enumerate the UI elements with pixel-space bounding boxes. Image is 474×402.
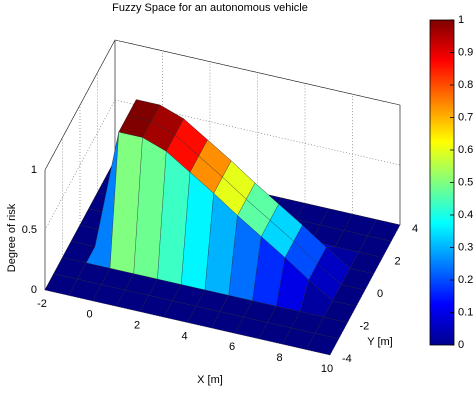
x-tick-label: -2 [37, 298, 47, 310]
colorbar-tick-label: 0.5 [458, 176, 473, 188]
z-tick-label: 0.5 [22, 224, 37, 236]
colorbar-tick-label: 0 [458, 339, 464, 351]
colorbar-tick-label: 0.7 [458, 111, 473, 123]
y-tick-label: 4 [412, 223, 418, 235]
colorbar-tick-label: 0.9 [458, 46, 473, 58]
y-tick-label: -4 [342, 353, 352, 365]
x-tick-label: 4 [181, 330, 187, 342]
colorbar-tick-label: 0.6 [458, 144, 473, 156]
z-tick-label: 0 [31, 284, 37, 296]
x-axis-label: X [m] [197, 374, 223, 386]
x-tick-label: 6 [229, 341, 235, 353]
z-tick-label: 1 [31, 164, 37, 176]
x-tick-label: 2 [134, 320, 140, 332]
x-tick-label: 0 [86, 309, 92, 321]
grid-line [114, 39, 401, 106]
y-tick-label: 2 [395, 255, 401, 267]
grid-line [44, 39, 116, 171]
colorbar-tick-label: 0.4 [458, 209, 473, 221]
surface-cell [306, 333, 339, 356]
y-axis-label: Y [m] [367, 336, 392, 348]
colorbar-tick-label: 1 [458, 14, 464, 26]
colorbar-tick-label: 0.8 [458, 79, 473, 91]
grid-line [44, 99, 116, 231]
x-tick-label: 10 [321, 363, 333, 375]
y-tick-label: -2 [360, 320, 370, 332]
chart-title: Fuzzy Space for an autonomous vehicle [112, 2, 308, 14]
z-axis-label: Degree of risk [6, 203, 18, 272]
colorbar-tick-label: 0.2 [458, 274, 473, 286]
colorbar-tick-label: 0.3 [458, 241, 473, 253]
y-tick-label: 0 [377, 288, 383, 300]
x-tick-label: 8 [276, 352, 282, 364]
colorbar-tick-label: 0.1 [458, 306, 473, 318]
